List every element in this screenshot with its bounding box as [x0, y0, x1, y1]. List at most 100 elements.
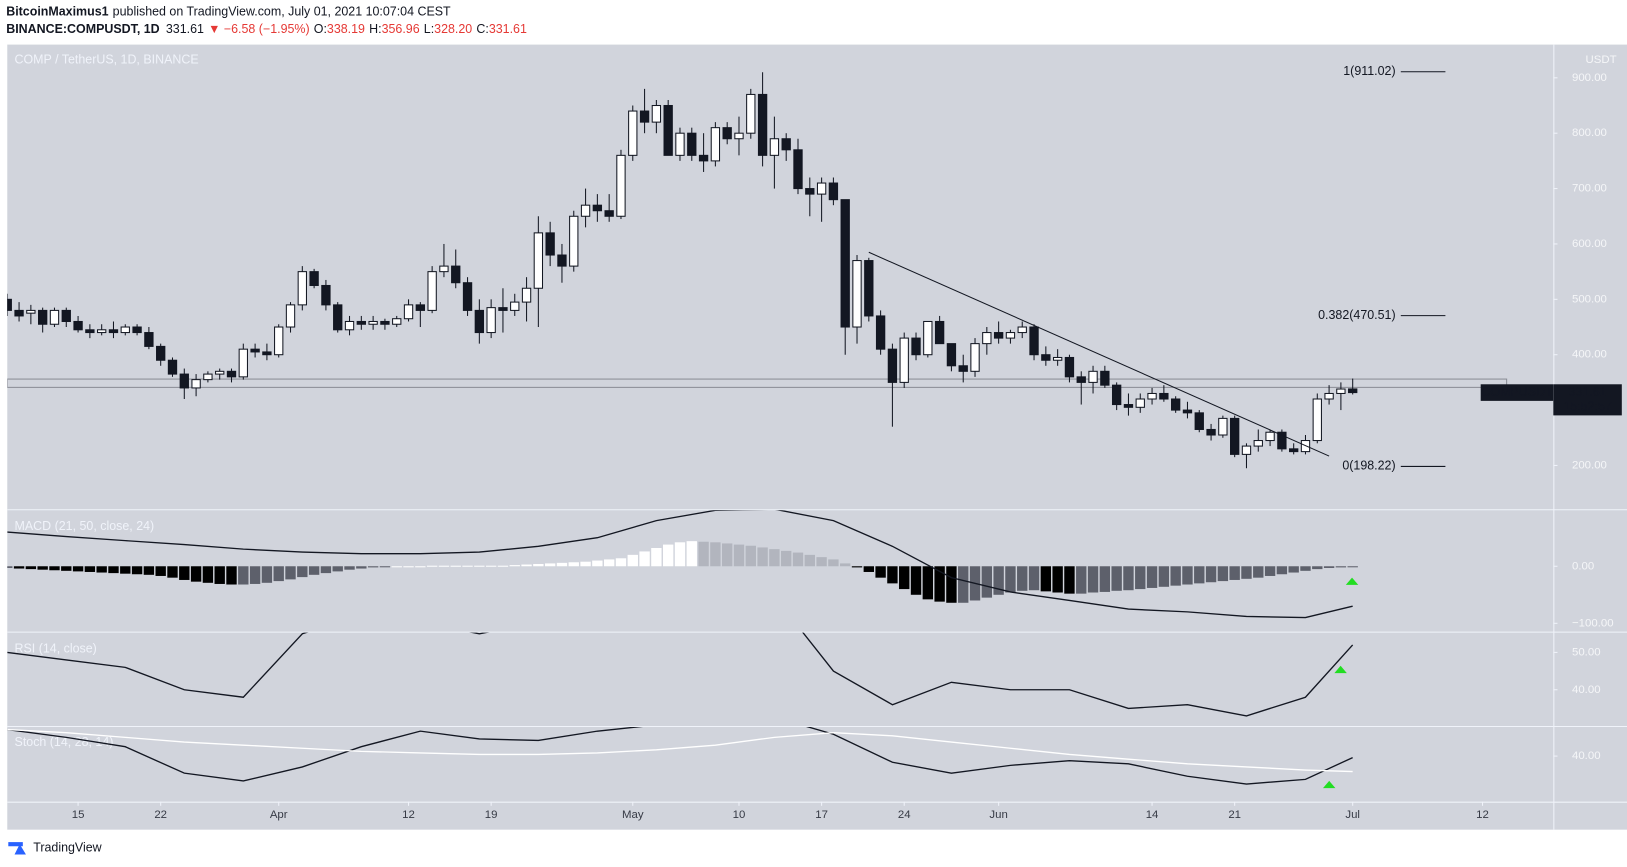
histogram-bar [887, 566, 898, 584]
candle-body [1159, 392, 1169, 400]
candle-body [392, 318, 402, 325]
histogram-bar [367, 566, 379, 568]
candle-body [285, 304, 296, 328]
candle-body [628, 110, 638, 156]
candle-body [604, 210, 614, 217]
candle-body [982, 332, 992, 345]
ohlc-label: L: [424, 22, 434, 36]
histogram-bar [356, 566, 367, 569]
candle-body [580, 204, 591, 217]
histogram-bar [1087, 566, 1099, 593]
histogram-bar [108, 566, 119, 574]
candle-body [415, 304, 426, 311]
candle-body [309, 271, 319, 287]
x-tick-label: May [622, 809, 644, 821]
candle-body [156, 345, 166, 361]
histogram-bar [863, 566, 874, 572]
histogram-bar [7, 566, 13, 568]
indicator-line [7, 632, 1354, 717]
histogram-bar [1194, 566, 1205, 584]
ohlc-value: 356.96 [382, 22, 420, 36]
candle-body [970, 343, 980, 372]
histogram-bar [1264, 566, 1276, 576]
x-tick-label: 14 [1146, 809, 1159, 821]
logo-part [8, 842, 23, 847]
candle-body [793, 149, 803, 190]
candle-body [462, 282, 473, 311]
histogram-bar [840, 563, 851, 567]
fib-label: 0.382(470.51) [1318, 308, 1395, 322]
candle-body [592, 204, 603, 212]
symbol-tag-box [1480, 384, 1554, 401]
histogram-bar [792, 552, 804, 567]
histogram-bar [143, 566, 155, 575]
candle-body [840, 199, 850, 328]
candle-body [14, 309, 24, 317]
candle-body [297, 271, 307, 306]
candle-body [852, 260, 862, 328]
y-tick-label: 600.00 [1572, 238, 1607, 250]
logo-part [14, 844, 26, 855]
histogram-bar [84, 566, 96, 572]
candle-body [1289, 448, 1299, 453]
candle-body [132, 326, 142, 334]
histogram-bar [13, 566, 25, 569]
histogram-bar [556, 562, 568, 567]
pane-title: RSI (14, close) [15, 641, 97, 655]
candle-body [828, 182, 839, 201]
candle-body [923, 320, 933, 356]
histogram-bar [1229, 566, 1240, 580]
brand-logo [8, 842, 26, 855]
histogram-bar [190, 566, 202, 582]
x-tick-label: 10 [733, 809, 746, 821]
last: 331.61 [166, 22, 204, 36]
x-tick-label: Jul [1345, 809, 1360, 821]
histogram-bar [804, 554, 815, 567]
candle-body [1147, 392, 1157, 400]
candle-body [1170, 398, 1181, 411]
countdown: 15:52:57 [1563, 399, 1612, 413]
histogram-bar [344, 566, 355, 570]
candle-body [179, 373, 189, 389]
histogram-bar [1323, 566, 1335, 568]
histogram-bar [474, 565, 485, 567]
brand: TradingView [33, 841, 102, 855]
candle-body [816, 182, 827, 195]
histogram-bar [922, 566, 934, 600]
histogram-bar [391, 566, 402, 568]
histogram-bar [238, 566, 249, 585]
histogram-bar [485, 565, 497, 567]
candle-body [746, 93, 756, 134]
histogram-bar [1182, 566, 1193, 585]
y-tick-label: 200.00 [1572, 459, 1607, 471]
candle-body [1194, 412, 1204, 430]
histogram-bar [1347, 566, 1358, 568]
histogram-bar [662, 544, 674, 567]
histogram-bar [745, 545, 756, 567]
candle-body [993, 332, 1004, 339]
candle-body [734, 132, 744, 140]
candle-body [569, 215, 579, 267]
candle-body [73, 320, 83, 331]
histogram-bar [1028, 566, 1040, 591]
histogram-bar [627, 554, 638, 567]
fib-label: 0(198.22) [1342, 459, 1395, 473]
x-tick-label: 15 [72, 809, 85, 821]
candle-body [1111, 384, 1122, 406]
histogram-bar [96, 566, 107, 573]
candle-body [226, 370, 237, 378]
histogram-bar [686, 541, 697, 567]
histogram-bar [851, 566, 863, 568]
publisher: BitcoinMaximus1 [6, 5, 108, 19]
histogram-bar [72, 566, 84, 572]
y-tick-label: 700.00 [1572, 183, 1607, 195]
trendline [868, 251, 1330, 457]
histogram-bar [910, 566, 922, 595]
candle-body [1182, 409, 1193, 414]
histogram-bar [1135, 566, 1146, 590]
histogram-bar [308, 566, 320, 575]
histogram-bar [426, 565, 438, 567]
candle-body [262, 351, 272, 356]
candle-body [1088, 370, 1098, 383]
histogram-bar [497, 565, 509, 567]
